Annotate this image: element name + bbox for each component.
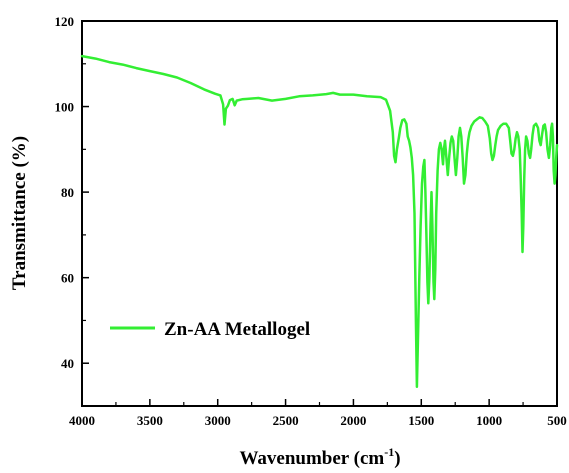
axis-ticks [81, 20, 558, 407]
x-tick-label-3500: 3500 [137, 413, 163, 428]
x-tick-label-1000: 1000 [476, 413, 502, 428]
x-tick-label-2500: 2500 [273, 413, 299, 428]
legend: Zn-AA Metallogel [110, 319, 310, 340]
y-tick-label-120: 120 [55, 14, 75, 29]
x-tick-label-3000: 3000 [205, 413, 231, 428]
x-tick-label-4000: 4000 [69, 413, 95, 428]
y-axis-label: Transmittance (%) [9, 136, 30, 290]
x-axis-label: Wavenumber (cm-1) [239, 445, 400, 469]
x-axis-label-main: Wavenumber (cm [239, 448, 384, 469]
y-tick-label-60: 60 [61, 271, 74, 286]
y-tick-label-40: 40 [61, 356, 74, 371]
x-axis-label-close: ) [394, 448, 400, 469]
y-tick-label-80: 80 [61, 185, 74, 200]
plot-frame [81, 20, 558, 407]
x-tick-label-2000: 2000 [340, 413, 366, 428]
x-tick-label-500: 500 [547, 413, 567, 428]
legend-label: Zn-AA Metallogel [164, 319, 310, 340]
x-tick-label-1500: 1500 [408, 413, 434, 428]
series-line-zn-aa-metallogel [80, 54, 559, 389]
x-axis-label-superscript: -1 [384, 445, 394, 459]
axis-tick-labels: 4000 3500 3000 2500 2000 1500 1000 500 40 60 80 100… [55, 14, 567, 428]
y-tick-label-100: 100 [55, 100, 75, 115]
